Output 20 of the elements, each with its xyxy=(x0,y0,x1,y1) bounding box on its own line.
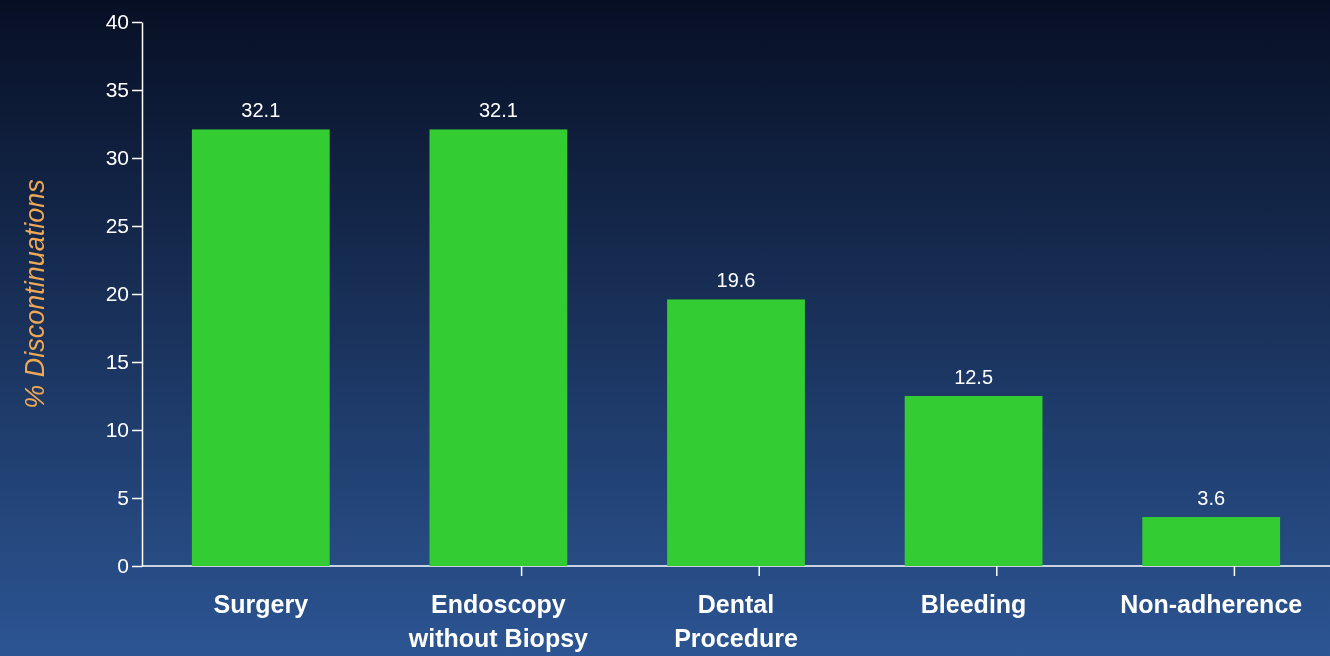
data-label: 19.6 xyxy=(716,269,756,292)
data-label: 3.6 xyxy=(1197,487,1226,510)
x-tick-label: Surgery xyxy=(213,590,309,618)
y-tick-label: 25 xyxy=(105,214,129,238)
y-tick-label: 35 xyxy=(105,78,129,102)
y-tick-label: 5 xyxy=(117,486,129,510)
x-tick-label: Endoscopy without Biopsy xyxy=(407,590,589,652)
y-tick-label: 30 xyxy=(105,146,129,170)
y-tick-label: 0 xyxy=(117,554,129,578)
y-tick-label: 10 xyxy=(105,418,129,442)
data-label: 12.5 xyxy=(954,366,994,388)
y-axis-title: % Discontinuations xyxy=(20,179,50,409)
data-label: 32.1 xyxy=(241,99,281,122)
y-tick-label: 15 xyxy=(105,350,129,374)
data-label: 32.1 xyxy=(478,99,518,122)
x-tick-label: Non-adherence xyxy=(1120,590,1303,618)
x-tick-label: Bleeding xyxy=(920,590,1027,618)
y-tick-label: 40 xyxy=(105,10,129,34)
y-tick-label: 20 xyxy=(105,282,129,306)
x-tick-label: Dental Procedure xyxy=(674,590,798,652)
